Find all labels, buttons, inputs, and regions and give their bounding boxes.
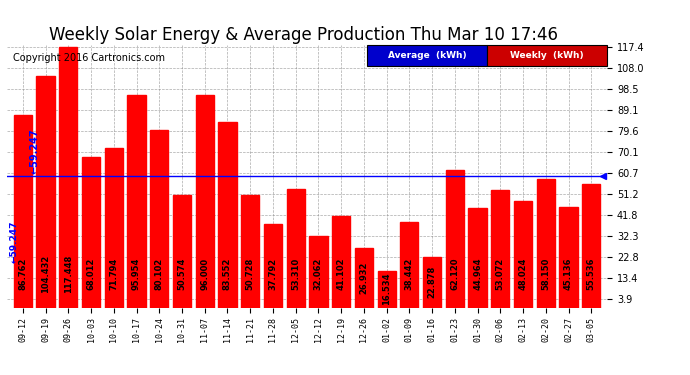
Text: 41.102: 41.102 xyxy=(337,258,346,291)
Bar xyxy=(150,130,168,308)
Bar xyxy=(514,201,532,308)
Bar xyxy=(560,207,578,308)
Text: 58.150: 58.150 xyxy=(542,258,551,290)
Bar xyxy=(286,189,305,308)
Text: 53.072: 53.072 xyxy=(496,258,505,290)
Bar xyxy=(400,222,418,308)
Text: 95.954: 95.954 xyxy=(132,258,141,290)
Bar xyxy=(128,95,146,308)
Text: 62.120: 62.120 xyxy=(451,258,460,291)
Bar xyxy=(491,190,509,308)
Text: 53.310: 53.310 xyxy=(291,258,300,290)
Text: 80.102: 80.102 xyxy=(155,258,164,290)
Text: 104.432: 104.432 xyxy=(41,255,50,293)
Text: 83.552: 83.552 xyxy=(223,258,232,290)
Bar xyxy=(537,178,555,308)
Text: Average  (kWh): Average (kWh) xyxy=(388,51,466,60)
Bar xyxy=(332,216,351,308)
Bar xyxy=(59,47,77,308)
Text: 45.136: 45.136 xyxy=(564,258,573,291)
FancyBboxPatch shape xyxy=(487,45,607,66)
Text: Weekly  (kWh): Weekly (kWh) xyxy=(511,51,584,60)
Bar xyxy=(377,271,396,308)
Bar xyxy=(105,148,123,308)
Text: 32.062: 32.062 xyxy=(314,258,323,290)
Text: Weekly Solar Energy & Average Production Thu Mar 10 17:46: Weekly Solar Energy & Average Production… xyxy=(49,26,558,44)
Text: 50.728: 50.728 xyxy=(246,258,255,290)
Bar xyxy=(446,170,464,308)
Bar xyxy=(469,208,486,308)
Bar xyxy=(264,224,282,308)
Text: 38.442: 38.442 xyxy=(405,258,414,290)
Bar xyxy=(218,122,237,308)
Bar xyxy=(173,195,191,308)
Bar xyxy=(355,248,373,308)
Text: 50.574: 50.574 xyxy=(177,258,186,290)
FancyBboxPatch shape xyxy=(367,45,487,66)
Text: Copyright 2016 Cartronics.com: Copyright 2016 Cartronics.com xyxy=(13,53,165,63)
Text: 117.448: 117.448 xyxy=(63,255,72,293)
Bar xyxy=(582,184,600,308)
Text: 68.012: 68.012 xyxy=(86,258,95,290)
Text: 26.932: 26.932 xyxy=(359,261,368,294)
Text: 44.964: 44.964 xyxy=(473,258,482,291)
Text: ←59.247: ←59.247 xyxy=(9,220,18,263)
Text: 96.000: 96.000 xyxy=(200,258,209,290)
Text: ←59.247: ←59.247 xyxy=(30,128,39,174)
Bar xyxy=(309,236,328,308)
Text: 37.792: 37.792 xyxy=(268,258,277,290)
Bar xyxy=(37,76,55,308)
Text: 86.762: 86.762 xyxy=(19,258,28,290)
Text: 55.536: 55.536 xyxy=(586,258,595,291)
Bar xyxy=(196,94,214,308)
Bar xyxy=(82,157,100,308)
Text: 16.534: 16.534 xyxy=(382,273,391,305)
Text: 48.024: 48.024 xyxy=(519,258,528,290)
Bar xyxy=(423,257,441,307)
Bar xyxy=(14,115,32,308)
Text: 22.878: 22.878 xyxy=(428,266,437,298)
Text: 71.794: 71.794 xyxy=(109,258,118,290)
Bar xyxy=(241,195,259,308)
